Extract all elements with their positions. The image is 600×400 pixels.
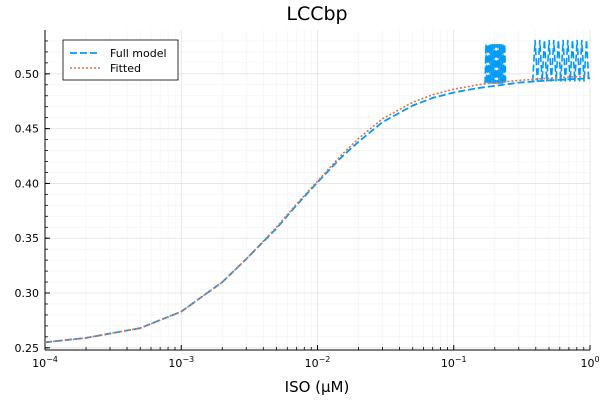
legend-label-fitted: Fitted bbox=[110, 62, 141, 75]
legend-box bbox=[62, 39, 179, 81]
legend-label-full-model: Full model bbox=[110, 47, 167, 60]
y-tick-label: 0.35 bbox=[15, 232, 40, 245]
series-noise-segment bbox=[484, 44, 507, 84]
x-tick-label: 100 bbox=[580, 355, 599, 370]
legend: Full model Fitted bbox=[62, 39, 179, 81]
x-axis-label: ISO (μM) bbox=[285, 378, 350, 396]
y-tick-label: 0.25 bbox=[15, 342, 40, 355]
x-tick-label: 10−2 bbox=[305, 355, 331, 370]
series-group bbox=[44, 39, 591, 344]
x-tick-label: 10−4 bbox=[32, 355, 58, 370]
series-line-full-model bbox=[44, 77, 591, 344]
chart-title: LCCbp bbox=[286, 3, 347, 25]
y-tick-label: 0.45 bbox=[15, 123, 40, 136]
series-line-fitted bbox=[44, 75, 591, 344]
x-tick-label: 10−1 bbox=[441, 355, 467, 370]
y-tick-label: 0.40 bbox=[15, 177, 40, 190]
axis-ticks: 10−4 10−3 10−2 10−1 100 0.25 0.30 0.35 0.40 0.45 0… bbox=[15, 40, 600, 370]
x-tick-label: 10−3 bbox=[168, 355, 194, 370]
y-tick-label: 0.50 bbox=[15, 68, 40, 81]
series-noise-segment bbox=[531, 39, 590, 82]
y-tick-label: 0.30 bbox=[15, 287, 40, 300]
